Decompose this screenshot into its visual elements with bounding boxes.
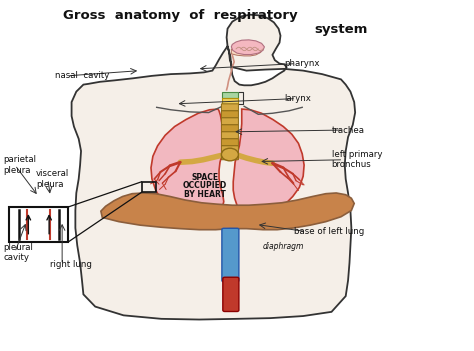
Text: BY HEART: BY HEART xyxy=(184,190,226,199)
Text: visceral
pleura: visceral pleura xyxy=(36,169,69,189)
Polygon shape xyxy=(231,40,264,54)
Text: pleural
cavity: pleural cavity xyxy=(3,243,33,262)
Text: base of left lung: base of left lung xyxy=(294,227,364,236)
Polygon shape xyxy=(222,98,238,104)
Polygon shape xyxy=(231,46,263,56)
FancyBboxPatch shape xyxy=(221,111,238,118)
Text: nasal  cavity: nasal cavity xyxy=(55,71,109,80)
FancyBboxPatch shape xyxy=(221,118,238,125)
Polygon shape xyxy=(151,109,224,220)
Text: trachea: trachea xyxy=(331,126,365,134)
FancyBboxPatch shape xyxy=(221,132,238,139)
Text: pharynx: pharynx xyxy=(284,59,320,68)
Text: larynx: larynx xyxy=(284,94,311,103)
Polygon shape xyxy=(101,193,354,230)
FancyBboxPatch shape xyxy=(221,146,238,153)
FancyBboxPatch shape xyxy=(223,277,239,311)
FancyBboxPatch shape xyxy=(222,228,239,282)
Polygon shape xyxy=(222,92,238,98)
Text: parietal
pleura: parietal pleura xyxy=(3,155,36,175)
Bar xyxy=(9,207,68,242)
Text: Gross  anatomy  of  respiratory: Gross anatomy of respiratory xyxy=(63,9,298,22)
Text: right lung: right lung xyxy=(50,260,92,269)
Polygon shape xyxy=(72,15,355,319)
FancyBboxPatch shape xyxy=(221,153,238,160)
Text: OCCUPIED: OCCUPIED xyxy=(183,181,227,191)
FancyBboxPatch shape xyxy=(221,104,238,111)
Text: left primary
bronchus: left primary bronchus xyxy=(331,150,382,170)
FancyBboxPatch shape xyxy=(221,125,238,132)
Text: SPACE: SPACE xyxy=(191,173,219,182)
FancyBboxPatch shape xyxy=(221,139,238,146)
Bar xyxy=(142,182,156,192)
Polygon shape xyxy=(233,109,304,215)
Circle shape xyxy=(221,148,238,161)
Text: system: system xyxy=(314,24,368,37)
Text: diaphragm: diaphragm xyxy=(263,241,304,251)
